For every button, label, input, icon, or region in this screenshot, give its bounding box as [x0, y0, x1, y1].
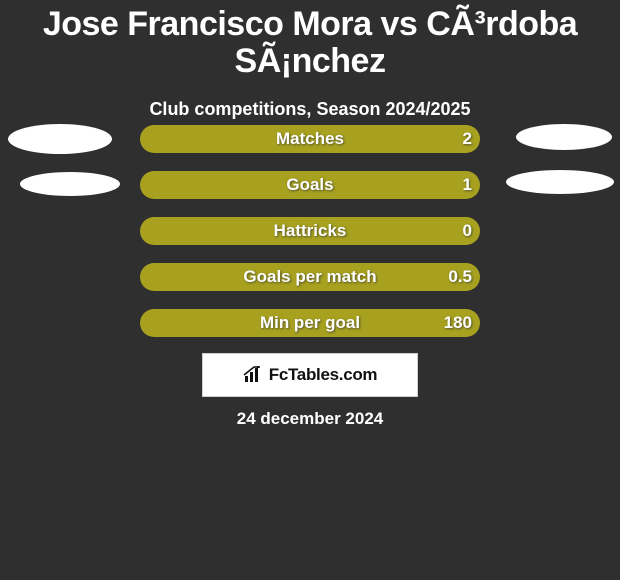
stat-label: Goals per match: [140, 263, 480, 291]
chart-area: Matches 2 Goals 1 Hattricks 0 Goals per …: [0, 118, 620, 348]
stat-label: Hattricks: [140, 217, 480, 245]
stat-row: Goals 1: [0, 164, 620, 210]
stat-value: 0: [463, 217, 472, 245]
page-title: Jose Francisco Mora vs CÃ³rdoba SÃ¡nchez: [0, 0, 620, 81]
stat-row: Goals per match 0.5: [0, 256, 620, 302]
logo-text: FcTables.com: [269, 365, 378, 385]
stat-label: Matches: [140, 125, 480, 153]
stat-row: Hattricks 0: [0, 210, 620, 256]
logo-inner: FcTables.com: [243, 365, 378, 385]
stat-row: Min per goal 180: [0, 302, 620, 348]
source-logo[interactable]: FcTables.com: [202, 353, 418, 397]
bar-chart-icon: [243, 366, 265, 384]
stat-row: Matches 2: [0, 118, 620, 164]
stat-value: 0.5: [448, 263, 472, 291]
stat-value: 180: [444, 309, 472, 337]
snapshot-date: 24 december 2024: [0, 409, 620, 429]
comparison-widget: Jose Francisco Mora vs CÃ³rdoba SÃ¡nchez…: [0, 0, 620, 580]
stat-value: 1: [463, 171, 472, 199]
stat-label: Min per goal: [140, 309, 480, 337]
season-subtitle: Club competitions, Season 2024/2025: [0, 99, 620, 120]
stat-label: Goals: [140, 171, 480, 199]
stat-value: 2: [463, 125, 472, 153]
